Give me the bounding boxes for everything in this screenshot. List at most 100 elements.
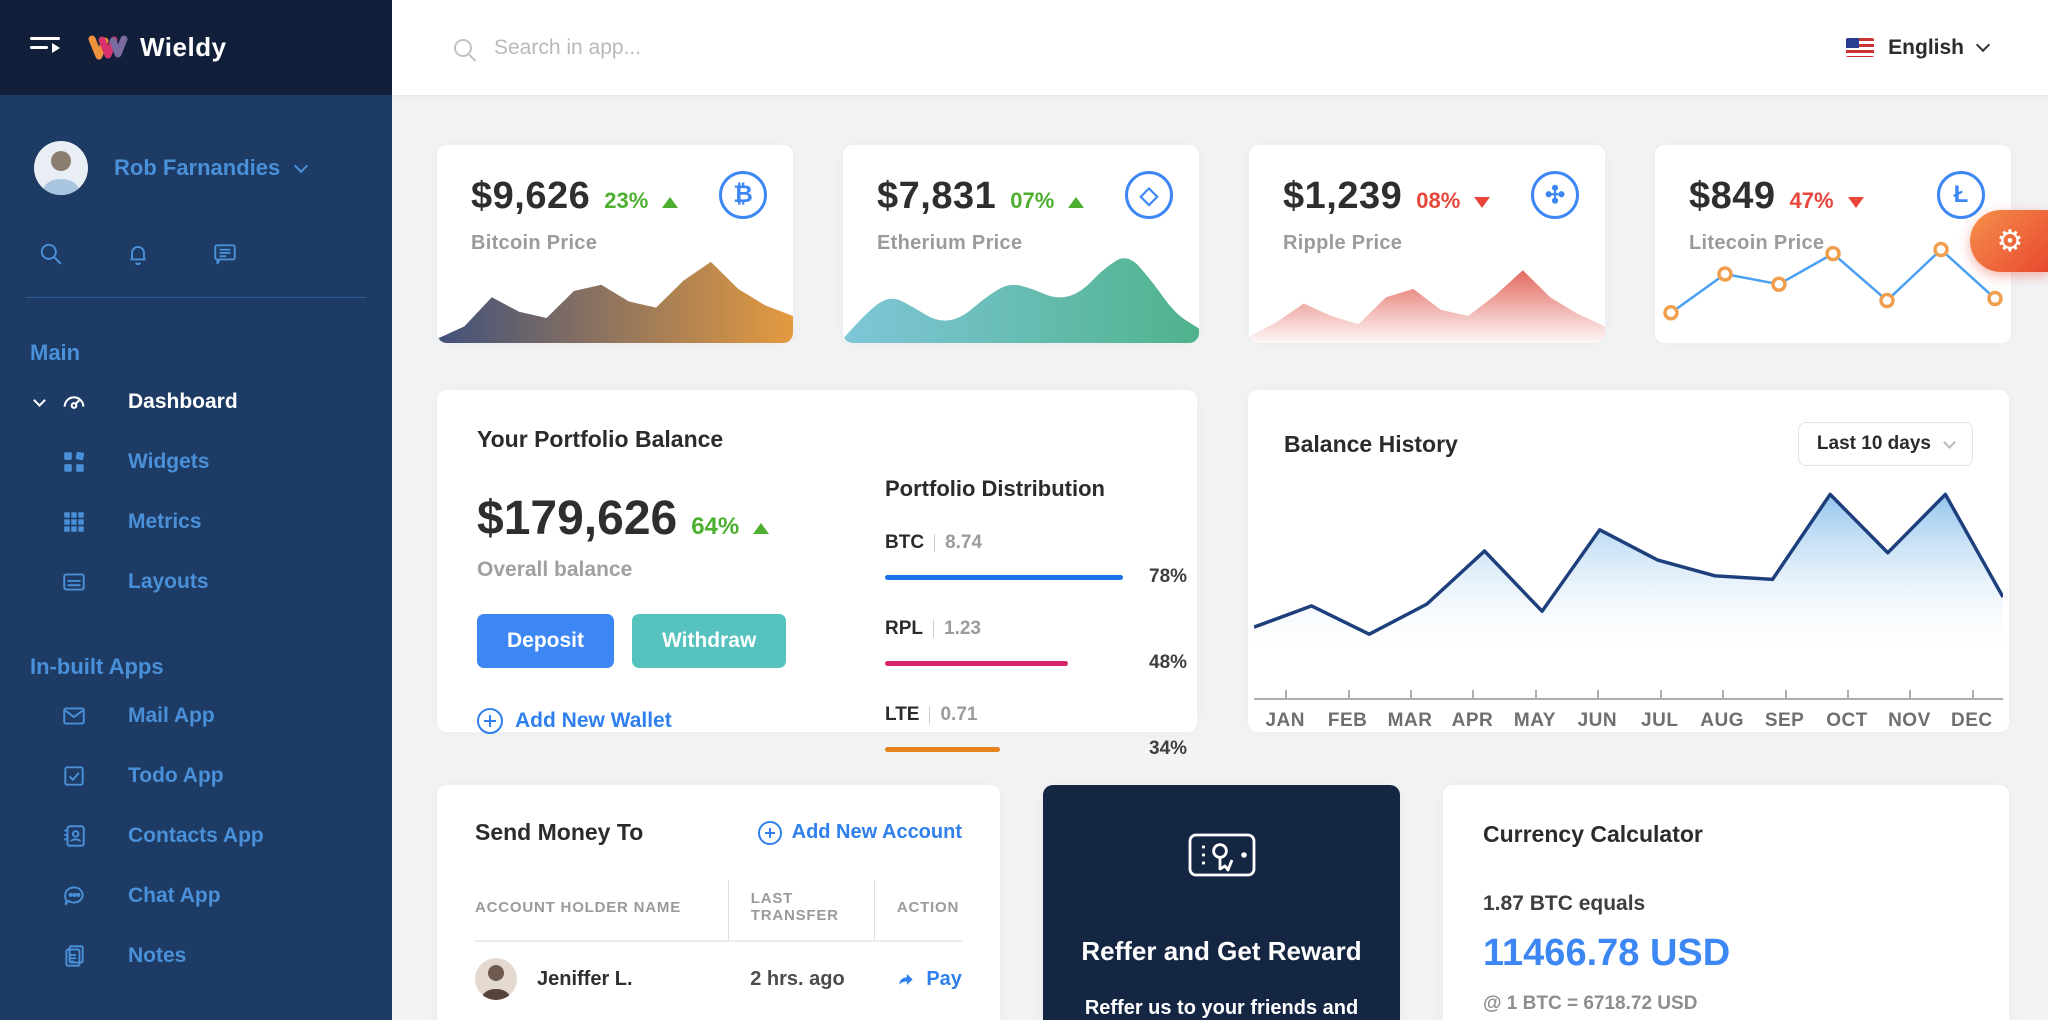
pay-button[interactable]: Pay (896, 968, 962, 991)
user-name[interactable]: Rob Farnandies (114, 155, 281, 180)
balance-history-chart (1248, 476, 2009, 698)
rpl-bar (885, 660, 1068, 666)
avatar[interactable] (34, 141, 88, 195)
litecoin-sparkline-chart (1663, 241, 2003, 321)
bitcoin-price-card[interactable]: $9,626 23% Bitcoin Price ₿ (437, 145, 793, 343)
portfolio-balance-card: Your Portfolio Balance $179,626 64% Over… (437, 390, 1197, 759)
exchange-rate-line: @ 1 BTC = 6718.72 USD (1483, 993, 1698, 1014)
plus-circle-icon (477, 708, 503, 734)
chevron-down-icon (32, 393, 46, 407)
sidebar-divider (26, 297, 366, 298)
litecoin-label: Litecoin Price (1689, 232, 1825, 254)
usd-result: 11466.78 USD (1483, 932, 1731, 974)
sidebar-quick-icons (0, 241, 392, 267)
currency-calculator-card: Currency Calculator 1.87 BTC equals 1146… (1443, 785, 2009, 1020)
btc-amount-line: 1.87 BTC equals (1483, 892, 1646, 915)
portfolio-balance-value: $179,626 (477, 492, 678, 545)
layouts-icon (60, 569, 88, 595)
lte-bar (885, 746, 1000, 752)
trend-up-icon (753, 523, 770, 534)
divider (934, 534, 936, 552)
sidebar-item-notes[interactable]: Notes (0, 926, 392, 986)
add-new-wallet-link[interactable]: Add New Wallet (477, 708, 867, 734)
sidebar-item-chat-app[interactable]: Chat App (0, 866, 392, 926)
add-new-account-link[interactable]: Add New Account (757, 820, 962, 845)
user-profile[interactable]: Rob Farnandies (0, 141, 392, 195)
settings-button[interactable]: ⚙ (1970, 210, 2048, 272)
etherium-label: Etherium Price (877, 232, 1023, 254)
bottom-row: Send Money To Add New Account ACCOUNT HO… (437, 785, 2011, 1020)
language-selector[interactable]: English (1846, 35, 1991, 60)
search-icon (454, 38, 472, 57)
sidebar-section-main: Main (30, 340, 81, 365)
send-money-card: Send Money To Add New Account ACCOUNT HO… (437, 785, 1000, 1020)
litecoin-price-card[interactable]: $849 47% Litecoin Price Ł (1655, 145, 2011, 343)
sidebar-item-widgets[interactable]: Widgets (0, 432, 392, 492)
mid-row: Your Portfolio Balance $179,626 64% Over… (437, 390, 2011, 759)
portfolio-distribution: Portfolio Distribution BTC 8.74 78% (867, 426, 1188, 759)
ripple-label: Ripple Price (1283, 232, 1403, 254)
global-search (454, 35, 1846, 60)
language-label: English (1888, 35, 1964, 59)
trend-up-icon (662, 197, 679, 208)
bitcoin-label: Bitcoin Price (471, 232, 598, 254)
sidebar-item-contacts-app[interactable]: Contacts App (0, 806, 392, 866)
column-header-transfer: LAST TRANSFER (727, 880, 875, 942)
search-input[interactable] (494, 35, 1194, 60)
calculator-title: Currency Calculator (1483, 821, 1703, 847)
search-icon[interactable] (38, 241, 64, 267)
bitcoin-value: $9,626 (471, 175, 591, 217)
litecoin-change: 47% (1789, 188, 1834, 213)
distribution-row-lte: LTE 0.71 34% (885, 704, 1188, 759)
deposit-button[interactable]: Deposit (477, 614, 615, 668)
ripple-icon: ✣ (1531, 171, 1579, 219)
distribution-row-btc: BTC 8.74 78% (885, 532, 1188, 587)
logo-icon (88, 35, 128, 59)
messages-icon[interactable] (212, 241, 238, 267)
mail-icon (60, 703, 88, 729)
menu-toggle-icon[interactable] (30, 36, 60, 59)
month-axis: JAN FEB MAR APR MAY JUN JUL AUG SEP OCT … (1254, 690, 2003, 732)
reffer-reward-card[interactable]: Reffer and Get Reward Reffer us to your … (1043, 785, 1400, 1020)
column-header-action: ACTION (873, 880, 962, 942)
etherium-price-card[interactable]: $7,831 07% Etherium Price ◇ (843, 145, 1199, 343)
us-flag-icon (1846, 38, 1875, 57)
sidebar-item-todo-app[interactable]: Todo App (0, 746, 392, 806)
main-area: English $9,626 23% Bitcoin Price ₿ (392, 0, 2048, 1020)
etherium-icon: ◇ (1125, 171, 1173, 219)
chevron-down-icon (1943, 435, 1956, 449)
ripple-change: 08% (1416, 188, 1461, 213)
bitcoin-change: 23% (604, 188, 649, 213)
date-range-dropdown[interactable]: Last 10 days (1797, 422, 1973, 466)
notifications-bell-icon[interactable] (125, 241, 151, 267)
sidebar-item-layouts[interactable]: Layouts (0, 552, 392, 612)
reffer-description: Reffer us to your friends and earn bonus… (1084, 997, 1359, 1019)
etherium-sparkline-chart (843, 258, 1199, 343)
todo-checkbox-icon (60, 763, 88, 789)
sidebar-item-dashboard[interactable]: Dashboard (0, 372, 392, 432)
sidebar-menu-apps: Mail App Todo App Contacts App (0, 686, 392, 986)
sidebar-item-mail-app[interactable]: Mail App (0, 686, 392, 746)
chevron-down-icon (294, 158, 309, 174)
sidebar-item-metrics[interactable]: Metrics (0, 492, 392, 552)
plus-circle-icon (757, 820, 782, 845)
withdraw-button[interactable]: Withdraw (632, 614, 787, 668)
portfolio-title: Your Portfolio Balance (477, 426, 724, 452)
ripple-price-card[interactable]: $1,239 08% Ripple Price ✣ (1249, 145, 1605, 343)
distribution-title: Portfolio Distribution (885, 476, 1105, 501)
ripple-sparkline-chart (1249, 270, 1605, 343)
trend-down-icon (1847, 197, 1864, 208)
sidebar-body: Rob Farnandies Main (0, 95, 392, 1020)
trend-up-icon (1068, 197, 1085, 208)
etherium-value: $7,831 (877, 175, 997, 217)
bitcoin-icon: ₿ (719, 171, 767, 219)
column-header-name: ACCOUNT HOLDER NAME (475, 880, 729, 942)
bitcoin-sparkline-chart (437, 261, 793, 343)
sidebar-menu-main: Dashboard Widgets Metrics (0, 372, 392, 612)
stat-cards-row: $9,626 23% Bitcoin Price ₿ $7,831 07% (437, 145, 2011, 343)
app-logo[interactable]: Wieldy (88, 32, 227, 63)
etherium-change: 07% (1010, 188, 1055, 213)
trend-down-icon (1474, 197, 1491, 208)
dashboard-icon (60, 388, 88, 416)
